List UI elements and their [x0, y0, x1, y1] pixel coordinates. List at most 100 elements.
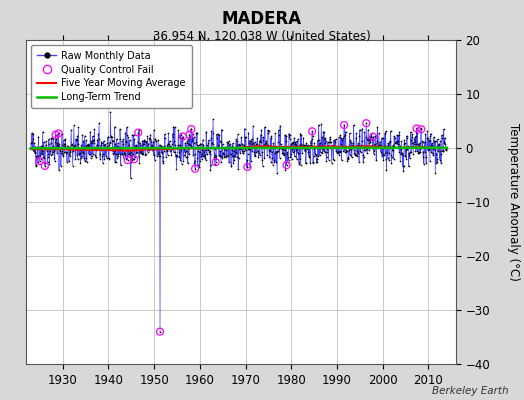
Point [228, 140, 237, 146]
Point [54, 130, 63, 136]
Point [178, 161, 186, 167]
Point [193, 155, 202, 162]
Point [34, 159, 42, 165]
Point [418, 144, 426, 150]
Point [103, 155, 111, 162]
Point [368, 137, 376, 143]
Point [413, 148, 421, 154]
Point [113, 154, 122, 161]
Point [127, 149, 136, 156]
Point [362, 120, 370, 126]
Point [414, 150, 422, 156]
Point [241, 126, 249, 132]
Point [434, 148, 442, 154]
Point [233, 154, 241, 160]
Point [396, 158, 405, 164]
Point [434, 145, 443, 151]
Point [61, 136, 70, 142]
Point [395, 129, 403, 135]
Point [88, 153, 96, 160]
Point [257, 127, 266, 133]
Point [68, 140, 76, 147]
Point [283, 150, 291, 157]
Point [183, 138, 191, 144]
Point [270, 150, 279, 156]
Point [165, 144, 173, 150]
Point [305, 142, 314, 149]
Point [99, 151, 107, 158]
Point [102, 144, 111, 151]
Point [194, 148, 202, 154]
Point [224, 145, 233, 152]
Point [397, 138, 406, 144]
Point [203, 144, 212, 150]
Point [44, 150, 52, 157]
Point [325, 139, 334, 145]
Point [304, 149, 312, 156]
Point [209, 130, 217, 137]
Point [387, 128, 395, 134]
Point [100, 138, 108, 144]
Point [147, 147, 156, 153]
Point [62, 149, 71, 155]
Point [189, 140, 198, 146]
Point [348, 143, 356, 149]
Point [409, 139, 418, 146]
Point [412, 125, 421, 132]
Point [326, 134, 334, 140]
Point [50, 147, 58, 153]
Point [128, 132, 136, 138]
Point [384, 155, 392, 161]
Point [140, 137, 149, 143]
Point [289, 140, 298, 146]
Point [396, 143, 404, 149]
Point [164, 130, 172, 136]
Point [414, 148, 423, 155]
Point [261, 143, 270, 150]
Point [226, 150, 234, 157]
Point [114, 140, 122, 146]
Point [162, 146, 171, 153]
Point [356, 126, 364, 133]
Point [336, 132, 345, 138]
Point [152, 144, 161, 150]
Point [141, 139, 150, 145]
Point [342, 149, 351, 156]
Point [82, 155, 91, 162]
Point [300, 142, 308, 149]
Point [162, 154, 170, 160]
Point [78, 132, 86, 138]
Point [185, 142, 194, 148]
Point [73, 156, 82, 162]
Point [150, 157, 159, 163]
Point [43, 154, 52, 160]
Point [104, 134, 112, 140]
Point [249, 140, 258, 146]
Point [125, 142, 133, 148]
Point [269, 143, 278, 150]
Point [133, 144, 141, 151]
Point [137, 150, 146, 156]
Point [142, 138, 150, 145]
Point [310, 140, 319, 146]
Point [160, 148, 168, 154]
Point [393, 132, 401, 138]
Point [252, 145, 260, 152]
Point [345, 130, 354, 137]
Point [379, 152, 388, 158]
Point [115, 151, 124, 157]
Point [341, 145, 349, 151]
Point [401, 146, 410, 153]
Point [281, 167, 290, 174]
Point [312, 152, 320, 158]
Point [154, 145, 162, 151]
Point [268, 149, 276, 155]
Point [364, 127, 373, 133]
Point [238, 150, 247, 156]
Point [41, 160, 49, 166]
Point [340, 122, 348, 128]
Point [105, 140, 114, 146]
Point [40, 155, 48, 162]
Point [410, 136, 419, 142]
Point [345, 146, 353, 153]
